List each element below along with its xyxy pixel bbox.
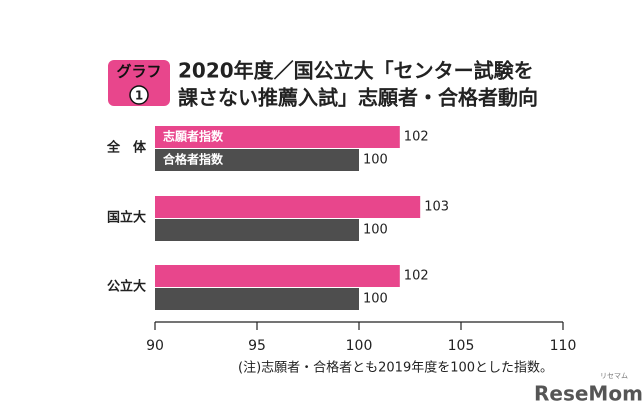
value-label: 100: [363, 223, 388, 238]
value-label: 102: [404, 130, 429, 145]
value-label: 102: [404, 269, 429, 284]
note: (注)志願者・合格者とも2019年度を100とした指数。: [238, 360, 553, 376]
watermark: ReseMom: [534, 382, 643, 406]
y-tick-label: 全 体: [106, 140, 147, 156]
title-line: 課さない推薦入試」志願者・合格者動向: [178, 86, 538, 110]
value-label: 100: [363, 292, 388, 307]
x-tick-label: 90: [146, 338, 164, 354]
badge-label: グラフ: [116, 63, 161, 81]
y-tick-label: 国立大: [107, 210, 146, 226]
bar: [155, 126, 400, 148]
x-tick-label: 110: [550, 338, 577, 354]
value-label: 103: [424, 200, 449, 215]
x-tick-label: 95: [248, 338, 266, 354]
legend-label: 志願者指数: [163, 129, 224, 144]
badge-circle: [129, 85, 149, 105]
x-tick-label: 105: [448, 338, 475, 354]
legend-label: 合格者指数: [163, 152, 224, 167]
watermark-sub: リセマム: [600, 372, 628, 380]
y-tick-label: 公立大: [107, 279, 146, 295]
value-label: 100: [363, 153, 388, 168]
badge-number: 1: [135, 89, 143, 103]
x-tick-label: 100: [346, 338, 373, 354]
badge-bg: [108, 60, 170, 106]
bar: [155, 219, 359, 241]
bar: [155, 149, 359, 171]
bar: [155, 288, 359, 310]
bar: [155, 196, 421, 218]
title-line: 2020年度／国公立大「センター試験を: [178, 59, 534, 83]
bar: [155, 265, 400, 287]
